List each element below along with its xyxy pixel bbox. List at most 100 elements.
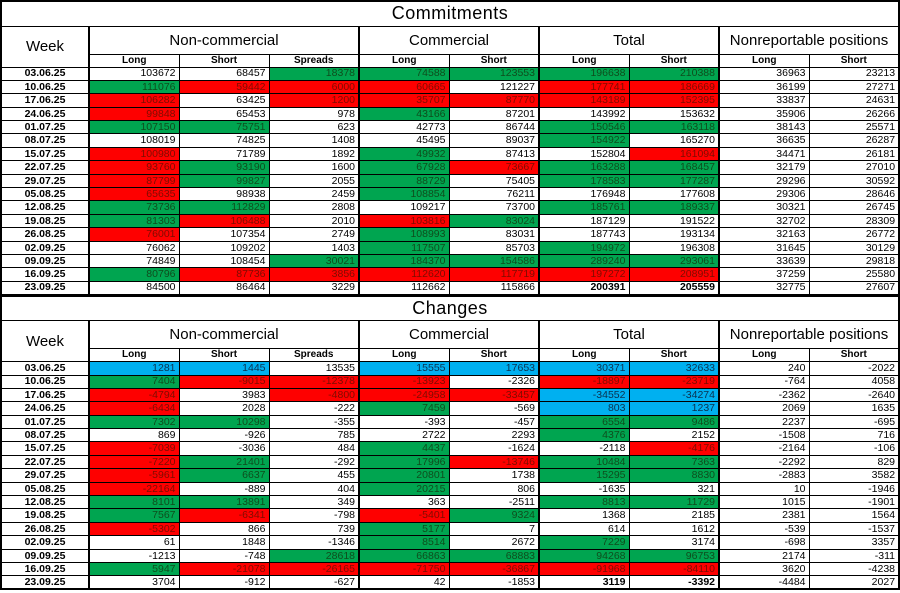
data-cell: -2883 bbox=[718, 468, 810, 483]
col-header-nc-long: Long bbox=[88, 348, 180, 363]
table-row: 19.08.25 81303 106488 2010 103816 83024 187129… bbox=[0, 213, 900, 229]
data-cell: 33837 bbox=[718, 93, 810, 108]
data-cell: 49932 bbox=[358, 146, 450, 162]
week-cell: 01.07.25 bbox=[0, 414, 90, 430]
data-cell: 165270 bbox=[628, 133, 720, 148]
data-cell: -889 bbox=[178, 481, 270, 497]
data-cell: -34274 bbox=[628, 387, 720, 403]
data-cell: 30371 bbox=[538, 361, 630, 376]
data-cell: 8830 bbox=[628, 468, 720, 483]
group-header-nonreportable: Nonreportable positions bbox=[717, 25, 900, 55]
data-cell: 26745 bbox=[808, 200, 900, 215]
data-cell: 2069 bbox=[718, 401, 810, 416]
data-cell: 168457 bbox=[628, 160, 720, 175]
table-row: 16.09.25 80796 87736 3856 112620 117719 197272… bbox=[0, 267, 900, 282]
data-cell: 177287 bbox=[628, 173, 720, 189]
data-cell: -1946 bbox=[808, 481, 900, 497]
data-cell: 8813 bbox=[538, 495, 630, 510]
data-cell: 194972 bbox=[538, 240, 630, 255]
data-cell: 112620 bbox=[358, 267, 450, 282]
data-cell: 6554 bbox=[538, 414, 630, 430]
week-column-header: Week bbox=[0, 320, 90, 363]
table-row: 15.07.25 100980 71789 1892 49932 87413 152804 1… bbox=[0, 146, 900, 162]
data-cell: -355 bbox=[268, 414, 360, 430]
data-cell: 94268 bbox=[538, 548, 630, 564]
week-cell: 08.07.25 bbox=[0, 133, 90, 148]
data-cell: 67928 bbox=[358, 160, 450, 175]
data-cell: -2022 bbox=[808, 361, 900, 376]
data-cell: 37259 bbox=[718, 267, 810, 282]
week-cell: 08.07.25 bbox=[0, 428, 90, 443]
week-cell: 29.07.25 bbox=[0, 173, 90, 189]
table-row: 12.08.25 73736 112829 2808 109217 73700 185761… bbox=[0, 200, 900, 215]
data-cell: 3119 bbox=[538, 575, 630, 590]
col-header-nonrep-short: Short bbox=[808, 53, 900, 68]
data-cell: 112829 bbox=[178, 200, 270, 215]
changes-rows: 03.06.25 1281 1445 13535 15555 17653 30371 3263… bbox=[0, 361, 900, 590]
data-cell: 196638 bbox=[538, 66, 630, 81]
data-cell: 28646 bbox=[808, 187, 900, 202]
data-cell: 6637 bbox=[178, 468, 270, 483]
data-cell: 193134 bbox=[628, 227, 720, 242]
data-cell: 240 bbox=[718, 361, 810, 376]
data-cell: 24631 bbox=[808, 93, 900, 108]
data-cell: 86744 bbox=[448, 120, 540, 135]
data-cell: -18897 bbox=[538, 374, 630, 389]
table-row: 01.07.25 107150 75751 623 42773 86744 150546 16… bbox=[0, 120, 900, 135]
data-cell: 187743 bbox=[538, 227, 630, 242]
data-cell: 869 bbox=[88, 428, 180, 443]
data-cell: 115866 bbox=[448, 280, 540, 296]
data-cell: -7039 bbox=[88, 441, 180, 456]
data-cell: 154922 bbox=[538, 133, 630, 148]
data-cell: 108019 bbox=[88, 133, 180, 148]
data-cell: 154586 bbox=[448, 253, 540, 269]
week-cell: 09.09.25 bbox=[0, 253, 90, 269]
data-cell: -21078 bbox=[178, 561, 270, 577]
data-cell: 2028 bbox=[178, 401, 270, 416]
data-cell: 87413 bbox=[448, 146, 540, 162]
data-cell: 4376 bbox=[538, 428, 630, 443]
data-cell: 1015 bbox=[718, 495, 810, 510]
data-cell: 184370 bbox=[358, 253, 450, 269]
data-cell: 152395 bbox=[628, 93, 720, 108]
data-cell: 187129 bbox=[538, 213, 630, 229]
data-cell: 186669 bbox=[628, 79, 720, 95]
data-cell: 7302 bbox=[88, 414, 180, 430]
data-cell: 32179 bbox=[718, 160, 810, 175]
data-cell: 74849 bbox=[88, 253, 180, 269]
data-cell: -2118 bbox=[538, 441, 630, 456]
data-cell: 208951 bbox=[628, 267, 720, 282]
data-cell: -3036 bbox=[178, 441, 270, 456]
data-cell: 2152 bbox=[628, 428, 720, 443]
data-cell: -5401 bbox=[358, 508, 450, 523]
data-cell: -4484 bbox=[718, 575, 810, 590]
data-cell: 17996 bbox=[358, 454, 450, 470]
data-cell: 2672 bbox=[448, 535, 540, 550]
data-cell: 108993 bbox=[358, 227, 450, 242]
week-cell: 12.08.25 bbox=[0, 200, 90, 215]
data-cell: -6341 bbox=[178, 508, 270, 523]
col-header-total-long: Long bbox=[538, 53, 630, 68]
data-cell: 289240 bbox=[538, 253, 630, 269]
table-row: 26.08.25 -5302 866 739 5177 7 614 1612 -539 -1537 bbox=[0, 521, 900, 537]
data-cell: 111076 bbox=[88, 79, 180, 95]
data-cell: 28618 bbox=[268, 548, 360, 564]
table-row: 17.06.25 106282 63425 1200 35707 87770 143189 1… bbox=[0, 93, 900, 108]
data-cell: 32633 bbox=[628, 361, 720, 376]
data-cell: 11729 bbox=[628, 495, 720, 510]
col-header-total-long: Long bbox=[538, 348, 630, 363]
week-cell: 05.08.25 bbox=[0, 481, 90, 497]
data-cell: -3392 bbox=[628, 575, 720, 590]
data-cell: -23719 bbox=[628, 374, 720, 389]
data-cell: 59442 bbox=[178, 79, 270, 95]
table-row: 24.06.25 -6434 2028 -222 7459 -569 803 1237 2069… bbox=[0, 401, 900, 416]
group-header-commercial: Commercial bbox=[358, 320, 540, 350]
data-cell: 153632 bbox=[628, 106, 720, 122]
data-cell: 13535 bbox=[268, 361, 360, 376]
data-cell: 65453 bbox=[178, 106, 270, 122]
data-cell: 73736 bbox=[88, 200, 180, 215]
data-cell: 30129 bbox=[808, 240, 900, 255]
data-cell: 8101 bbox=[88, 495, 180, 510]
week-cell: 02.09.25 bbox=[0, 535, 90, 550]
data-cell: 5947 bbox=[88, 561, 180, 577]
